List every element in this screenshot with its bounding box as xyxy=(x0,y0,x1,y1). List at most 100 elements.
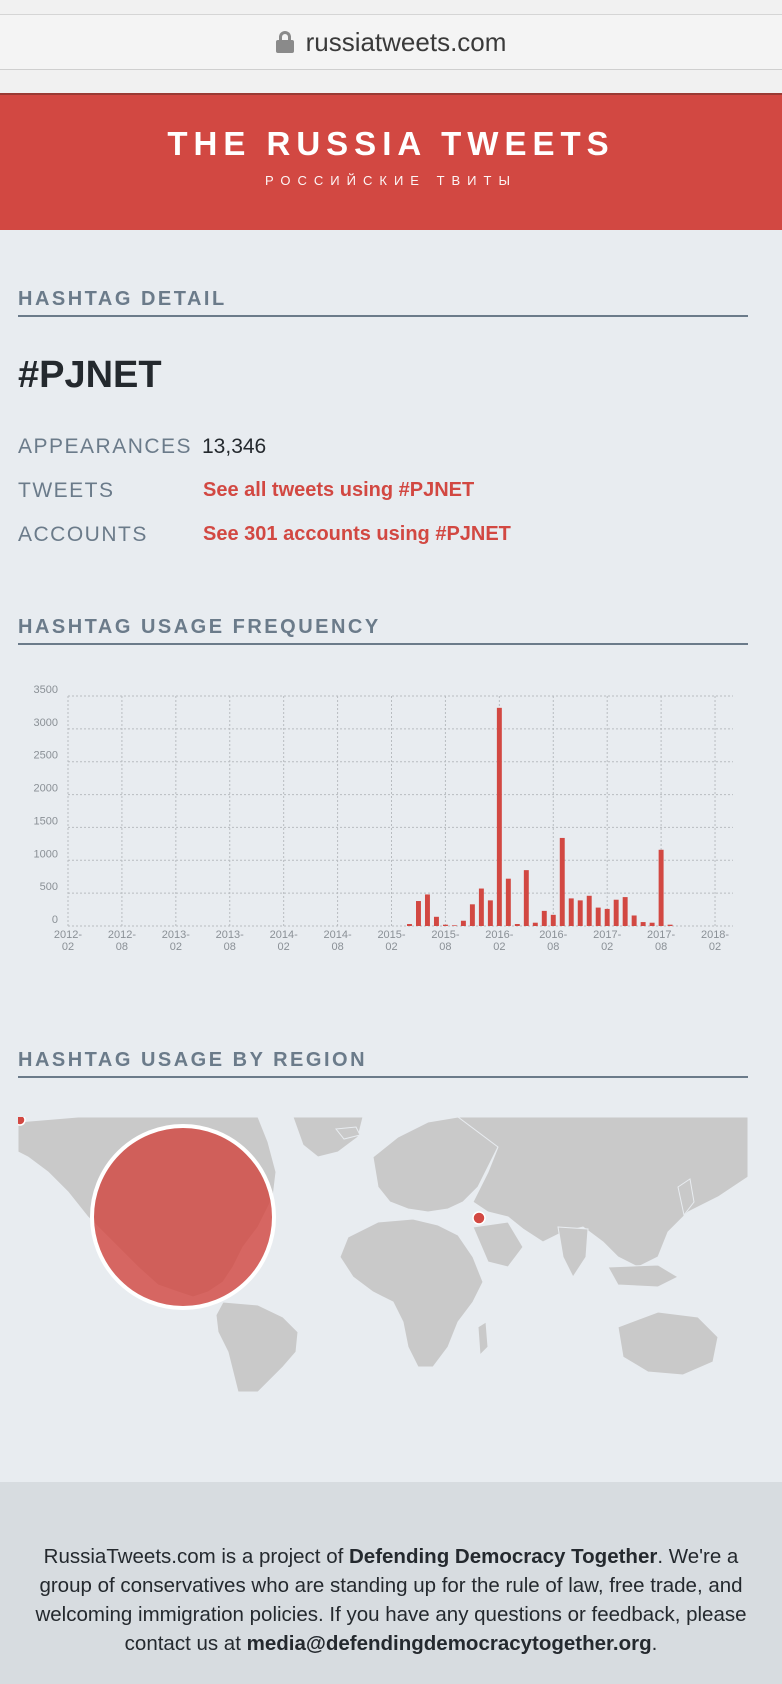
tweets-link[interactable]: See all tweets using #PJNET xyxy=(203,479,475,501)
url-text[interactable]: russiatweets.com xyxy=(305,26,507,57)
chart-bar xyxy=(586,895,592,926)
site-subtitle: РОССИЙСКИЕ ТВИТЫ xyxy=(265,173,517,188)
landmass-group xyxy=(18,1117,748,1392)
detail-row-appearances: APPEARANCES 13,346 xyxy=(18,435,758,465)
chart-bar xyxy=(550,914,556,926)
chart-bar xyxy=(667,924,673,926)
x-tick-label: 2016- xyxy=(539,929,567,941)
x-tick-label: 08 xyxy=(224,941,236,953)
footer-text: RussiaTweets.com is a project of Defendi… xyxy=(18,1542,764,1658)
x-tick-label: 2017- xyxy=(647,929,675,941)
y-tick-label: 2500 xyxy=(34,750,58,762)
x-tick-label: 2012- xyxy=(54,929,82,941)
chart-bar xyxy=(658,849,664,926)
india-landmass xyxy=(557,1226,589,1279)
x-tick-label: 02 xyxy=(385,941,397,953)
accounts-label: ACCOUNTS xyxy=(18,523,148,546)
chart-bar xyxy=(631,915,637,926)
detail-row-accounts: ACCOUNTS See 301 accounts using #PJNET xyxy=(18,523,758,553)
y-tick-label: 500 xyxy=(40,881,58,893)
chart-bar xyxy=(568,898,574,926)
iceland-landmass xyxy=(335,1126,361,1140)
x-tick-label: 2015- xyxy=(377,929,405,941)
chart-bar xyxy=(416,901,421,926)
x-tick-label: 08 xyxy=(331,941,343,953)
alaska-region-bubble xyxy=(18,1117,26,1126)
x-tick-label: 2015- xyxy=(431,929,459,941)
chart-bar xyxy=(469,904,475,926)
y-tick-label: 1000 xyxy=(34,848,58,860)
chart-bar xyxy=(460,920,466,926)
appearances-value: 13,346 xyxy=(202,435,267,458)
usa-region-bubble xyxy=(90,1124,276,1310)
y-tick-label: 0 xyxy=(52,914,58,926)
x-tick-label: 08 xyxy=(547,941,559,953)
australia-landmass xyxy=(617,1311,719,1376)
chart-bar xyxy=(559,837,565,926)
footer-email-link[interactable]: media@defendingdemocracytogether.org xyxy=(246,1632,652,1655)
madagascar-landmass xyxy=(477,1321,489,1357)
lock-icon xyxy=(275,31,294,53)
hashtag-name: #PJNET xyxy=(18,354,162,396)
x-tick-label: 2014- xyxy=(270,929,298,941)
site-header: THE RUSSIA TWEETS РОССИЙСКИЕ ТВИТЫ xyxy=(0,95,782,230)
browser-chrome: russiatweets.com xyxy=(0,0,782,95)
chart-bar xyxy=(433,916,439,926)
se-asia-islands xyxy=(607,1264,680,1288)
chart-bar xyxy=(649,922,655,926)
x-tick-label: 2014- xyxy=(324,929,352,941)
footer-text-part-1: RussiaTweets.com is a project of xyxy=(43,1545,349,1568)
chart-bar xyxy=(514,924,520,926)
y-tick-label: 3000 xyxy=(34,717,58,729)
chart-bar xyxy=(523,870,529,926)
chart-bar xyxy=(407,924,412,926)
x-tick-label: 2018- xyxy=(701,929,729,941)
chart-bar xyxy=(451,925,457,926)
arabia-landmass xyxy=(472,1221,524,1268)
accounts-link[interactable]: See 301 accounts using #PJNET xyxy=(203,523,511,545)
detail-row-tweets: TWEETS See all tweets using #PJNET xyxy=(18,479,758,509)
chart-bar xyxy=(577,900,583,926)
x-tick-label: 02 xyxy=(493,941,505,953)
site-title[interactable]: THE RUSSIA TWEETS xyxy=(167,125,615,162)
chart-bar xyxy=(424,894,430,926)
divider xyxy=(0,93,782,95)
appearances-label: APPEARANCES xyxy=(18,435,193,458)
chart-bar xyxy=(640,922,646,926)
chart-bar xyxy=(496,707,502,926)
africa-landmass xyxy=(339,1218,484,1368)
x-tick-label: 02 xyxy=(62,941,74,953)
footer-org-link[interactable]: Defending Democracy Together xyxy=(349,1545,658,1568)
asia-landmass xyxy=(457,1117,748,1268)
chart-bar xyxy=(487,900,493,926)
chart-bar xyxy=(442,924,448,926)
chart-bar xyxy=(622,897,628,926)
chart-bar xyxy=(505,878,511,926)
chart-bar xyxy=(541,910,547,926)
address-bar[interactable]: russiatweets.com xyxy=(0,15,782,70)
south-america-landmass xyxy=(215,1301,299,1392)
site-footer: RussiaTweets.com is a project of Defendi… xyxy=(0,1482,782,1684)
divider xyxy=(0,14,782,15)
world-map[interactable] xyxy=(18,1117,748,1392)
x-tick-label: 2013- xyxy=(216,929,244,941)
tweets-label: TWEETS xyxy=(18,479,115,502)
x-tick-label: 08 xyxy=(655,941,667,953)
x-tick-label: 2016- xyxy=(485,929,513,941)
x-tick-label: 08 xyxy=(116,941,128,953)
x-tick-label: 02 xyxy=(278,941,290,953)
section-heading-frequency: HASHTAG USAGE FREQUENCY xyxy=(18,616,748,645)
section-heading-region: HASHTAG USAGE BY REGION xyxy=(18,1049,748,1078)
x-tick-label: 08 xyxy=(439,941,451,953)
x-tick-label: 02 xyxy=(170,941,182,953)
x-tick-label: 2013- xyxy=(162,929,190,941)
y-tick-label: 1500 xyxy=(34,815,58,827)
footer-text-part-2: . We're a group of conservatives who are… xyxy=(35,1545,747,1655)
chart-bar xyxy=(532,922,538,926)
chart-bar xyxy=(613,899,619,926)
x-tick-label: 02 xyxy=(709,941,721,953)
x-tick-label: 2012- xyxy=(108,929,136,941)
x-tick-label: 02 xyxy=(601,941,613,953)
footer-text-part-3: . xyxy=(651,1632,658,1655)
greenland-landmass xyxy=(292,1117,364,1158)
